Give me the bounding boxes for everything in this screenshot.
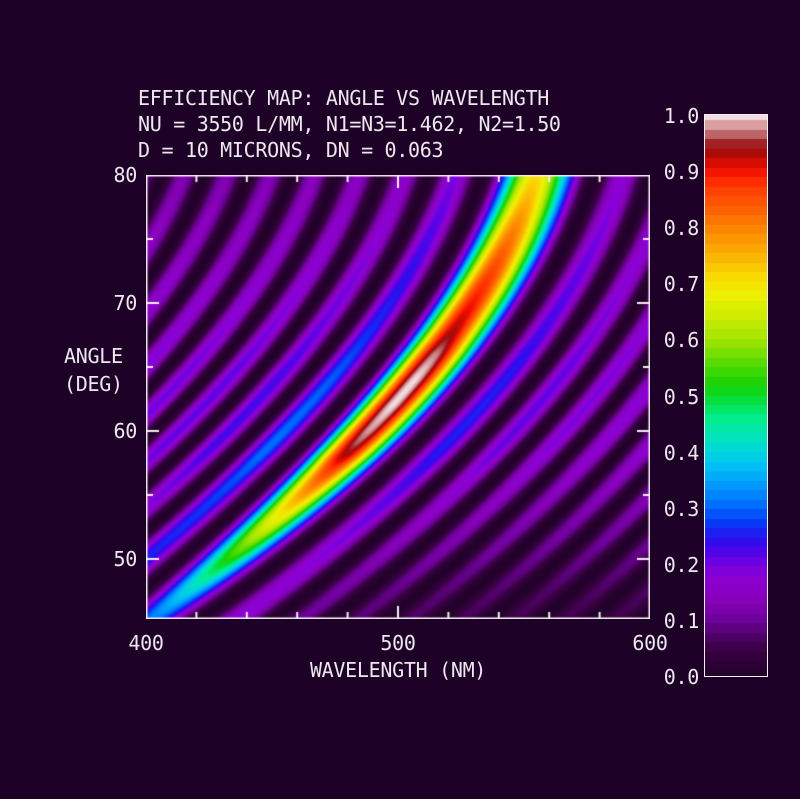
colorbar-tick-label: 0.8 [663, 216, 700, 241]
colorbar-tick-label: 0.4 [663, 440, 700, 465]
colorbar-canvas [705, 115, 767, 676]
plot-title: EFFICIENCY MAP: ANGLE VS WAVELENGTH [138, 86, 549, 110]
y-tick-label: 70 [113, 290, 138, 315]
colorbar-tick-label: 1.0 [663, 104, 700, 128]
colorbar-tick-label: 0.9 [663, 160, 700, 185]
x-tick-label: 600 [632, 631, 668, 655]
y-axis-label-line1: ANGLE [64, 344, 123, 368]
y-tick-label: 60 [113, 418, 138, 443]
plot-subtitle-1: NU = 3550 L/MM, N1=N3=1.462, N2=1.50 [138, 112, 561, 136]
colorbar-tick-label: 0.2 [663, 552, 700, 577]
y-tick-label: 80 [113, 163, 138, 187]
colorbar-tick-label: 0.0 [663, 665, 700, 689]
colorbar-tick-label: 0.1 [663, 608, 700, 633]
colorbar-tick-label: 0.5 [663, 384, 700, 409]
x-tick-label: 500 [380, 631, 416, 655]
heatmap-canvas [146, 175, 650, 619]
x-tick-label: 400 [128, 631, 164, 655]
colorbar-tick-label: 0.3 [663, 496, 700, 521]
y-axis-label-line2: (DEG) [64, 372, 123, 396]
x-axis-label: WAVELENGTH (NM) [309, 658, 487, 682]
colorbar-tick-label: 0.6 [663, 328, 700, 353]
colorbar-tick-label: 0.7 [663, 272, 700, 297]
y-tick-label: 50 [113, 546, 138, 571]
colorbar [704, 114, 768, 677]
plot-subtitle-2: D = 10 MICRONS, DN = 0.063 [138, 138, 444, 162]
